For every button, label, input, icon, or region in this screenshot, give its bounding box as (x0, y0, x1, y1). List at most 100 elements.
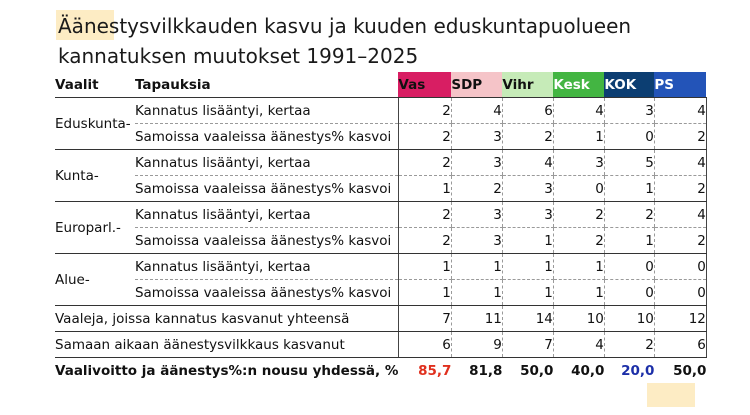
final-value: 40,0 (571, 362, 605, 379)
summary-value: 7 (501, 331, 554, 358)
case-label: Kannatus lisääntyi, kertaa (134, 253, 399, 280)
header-vaalit: Vaalit (55, 72, 135, 98)
count-cell: 1 (397, 279, 452, 306)
title-highlight (56, 10, 114, 40)
title-line-1: Äänestysvilkkauden kasvu ja kuuden edusk… (58, 14, 632, 38)
count-cell: 1 (397, 175, 452, 202)
count-cell: 1 (501, 227, 554, 254)
count-cell: 0 (552, 175, 605, 202)
count-cell: 1 (450, 279, 503, 306)
cell-highlight (647, 383, 695, 407)
case-label: Samoissa vaaleissa äänestys% kasvoi (134, 123, 399, 150)
election-type-label: Europarl.- (55, 201, 135, 254)
count-cell: 0 (603, 123, 655, 150)
party-header-sdp: SDP (451, 72, 503, 98)
table-row: Samoissa vaaleissa äänestys% kasvoi 2 3 2 1 0… (55, 123, 707, 150)
summary-value: 10 (603, 305, 655, 332)
summary-value: 9 (450, 331, 503, 358)
case-label: Kannatus lisääntyi, kertaa (134, 97, 399, 124)
case-label: Samoissa vaaleissa äänestys% kasvoi (134, 227, 399, 254)
summary-value: 2 (603, 331, 655, 358)
count-cell: 0 (603, 279, 655, 306)
title-line-2: kannatuksen muutokset 1991–2025 (58, 44, 419, 68)
party-header-ps: PS (654, 72, 707, 98)
final-value: 20,0 (621, 362, 655, 379)
table-row: Europarl.- Kannatus lisääntyi, kertaa 2 3 3 2… (55, 201, 707, 254)
summary-row-turnout: Samaan aikaan äänestysvilkkaus kasvanut … (55, 331, 707, 358)
table-row: Kunta- Kannatus lisääntyi, kertaa 2 3 4 3 5 4 (55, 149, 707, 202)
page-title: Äänestysvilkkauden kasvu ja kuuden edusk… (58, 11, 631, 71)
count-cell: 1 (501, 279, 554, 306)
count-cell: 0 (603, 253, 655, 280)
count-cell: 3 (603, 97, 655, 124)
table-row: Samoissa vaaleissa äänestys% kasvoi 2 3 1 2 1… (55, 227, 707, 254)
count-cell: 3 (501, 175, 554, 202)
final-value: 50,0 (673, 362, 707, 379)
count-cell: 2 (397, 97, 452, 124)
summary-value: 6 (397, 331, 452, 358)
table-row: Samoissa vaaleissa äänestys% kasvoi 1 2 3 0 1… (55, 175, 707, 202)
count-cell: 2 (450, 175, 503, 202)
count-cell: 3 (450, 149, 503, 176)
count-cell: 3 (450, 227, 503, 254)
final-value: 81,8 (469, 362, 503, 379)
count-cell: 2 (603, 201, 655, 228)
count-cell: 4 (653, 97, 707, 124)
count-cell: 2 (552, 227, 605, 254)
party-header-vihr: Vihr (502, 72, 554, 98)
summary-label: Vaaleja, joissa kannatus kasvanut yhteen… (55, 305, 399, 332)
count-cell: 6 (501, 97, 554, 124)
summary-value: 10 (552, 305, 605, 332)
summary-value: 6 (653, 331, 707, 358)
election-type-label: Kunta- (55, 149, 135, 202)
election-type-label: Eduskunta- (55, 97, 135, 150)
case-label: Kannatus lisääntyi, kertaa (134, 201, 399, 228)
count-cell: 1 (397, 253, 452, 280)
count-cell: 2 (552, 201, 605, 228)
count-cell: 4 (653, 201, 707, 228)
count-cell: 1 (552, 279, 605, 306)
count-cell: 1 (552, 253, 605, 280)
summary-row-total: Vaaleja, joissa kannatus kasvanut yhteen… (55, 305, 707, 332)
case-label: Kannatus lisääntyi, kertaa (134, 149, 399, 176)
final-value: 50,0 (520, 362, 554, 379)
count-cell: 2 (653, 227, 707, 254)
summary-value: 12 (653, 305, 707, 332)
count-cell: 5 (603, 149, 655, 176)
final-value: 85,7 (418, 362, 452, 379)
count-cell: 2 (397, 227, 452, 254)
count-cell: 4 (653, 149, 707, 176)
party-header-kesk: Kesk (553, 72, 605, 98)
count-cell: 4 (501, 149, 554, 176)
final-row: Vaalivoitto ja äänestys%:n nousu yhdessä… (55, 358, 706, 384)
case-label: Samoissa vaaleissa äänestys% kasvoi (134, 279, 399, 306)
group-rows: Eduskunta- Kannatus lisääntyi, kertaa 2 4 6 4… (55, 97, 707, 306)
table-row: Samoissa vaaleissa äänestys% kasvoi 1 1 1 1 0… (55, 279, 707, 306)
count-cell: 2 (397, 201, 452, 228)
count-cell: 1 (450, 253, 503, 280)
summary-value: 4 (552, 331, 605, 358)
count-cell: 2 (501, 123, 554, 150)
count-cell: 1 (552, 123, 605, 150)
case-label: Samoissa vaaleissa äänestys% kasvoi (134, 175, 399, 202)
summary-value: 7 (397, 305, 452, 332)
table-row: Eduskunta- Kannatus lisääntyi, kertaa 2 4 6 4… (55, 97, 707, 150)
count-cell: 3 (501, 201, 554, 228)
summary-label: Samaan aikaan äänestysvilkkaus kasvanut (55, 331, 399, 358)
count-cell: 4 (450, 97, 503, 124)
header-row: Vaalit Tapauksia Vas SDP Vihr Kesk KOK P… (55, 72, 707, 98)
count-cell: 2 (397, 123, 452, 150)
party-header-kok: KOK (604, 72, 655, 98)
party-header-vas: Vas (398, 72, 452, 98)
count-cell: 1 (501, 253, 554, 280)
summary-value: 11 (450, 305, 503, 332)
count-cell: 0 (653, 279, 707, 306)
election-type-label: Alue- (55, 253, 135, 306)
count-cell: 1 (603, 175, 655, 202)
count-cell: 2 (653, 175, 707, 202)
header-tapauksia: Tapauksia (134, 72, 399, 98)
count-cell: 4 (552, 97, 605, 124)
table-row: Alue- Kannatus lisääntyi, kertaa 1 1 1 1 0 0 (55, 253, 707, 306)
count-cell: 3 (450, 201, 503, 228)
count-cell: 2 (653, 123, 707, 150)
